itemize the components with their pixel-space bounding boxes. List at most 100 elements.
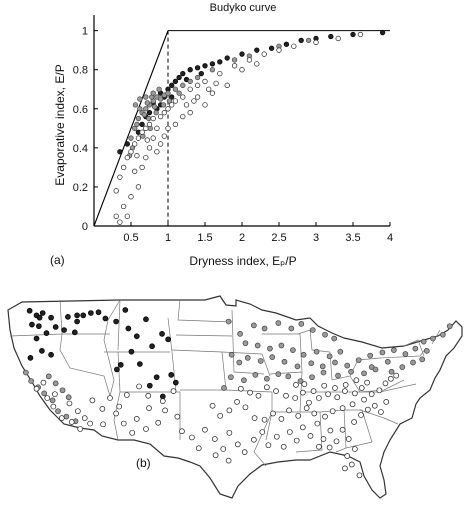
map-site-point xyxy=(342,382,349,388)
map-site-point xyxy=(225,318,232,325)
map-site-point xyxy=(74,318,80,325)
map-site-point xyxy=(332,359,338,366)
map-site-point xyxy=(332,385,338,391)
map-site-point xyxy=(172,379,179,386)
map-site-point xyxy=(342,465,348,472)
map-site-point xyxy=(55,408,61,415)
map-site-point xyxy=(297,378,304,384)
map-site-point xyxy=(77,426,84,432)
map-site-point xyxy=(298,321,305,327)
map-site-point xyxy=(326,353,333,360)
map-site-point xyxy=(309,327,316,333)
map-site-point xyxy=(278,342,285,349)
scatter-point xyxy=(132,168,138,174)
map-site-point xyxy=(333,438,340,445)
map-site-point xyxy=(146,405,152,411)
map-site-point xyxy=(133,333,140,340)
map-site-point xyxy=(348,368,354,375)
map-site-point xyxy=(299,424,306,431)
map-site-point xyxy=(28,378,35,384)
scatter-point xyxy=(283,41,290,47)
map-site-point xyxy=(316,443,322,450)
scatter-point xyxy=(132,125,138,131)
scatter-point xyxy=(276,47,282,53)
map-site-point xyxy=(122,307,129,313)
map-site-point xyxy=(225,457,232,464)
map-site-point xyxy=(393,372,400,379)
map-site-point xyxy=(22,369,29,376)
map-site-point xyxy=(288,325,295,332)
map-site-point xyxy=(368,391,375,398)
scatter-point xyxy=(143,94,149,100)
scatter-point xyxy=(154,125,160,131)
map-site-point xyxy=(402,351,409,357)
map-site-point xyxy=(44,395,51,401)
map-site-point xyxy=(50,403,57,410)
scatter-point xyxy=(120,203,127,210)
scatter-point xyxy=(187,86,193,92)
scatter-point xyxy=(128,194,134,200)
map-site-point xyxy=(325,391,331,398)
scatter-point xyxy=(144,137,150,143)
scatter-point xyxy=(191,98,197,104)
map-site-point xyxy=(226,407,233,414)
scatter-point xyxy=(209,61,216,67)
map-site-point xyxy=(49,397,56,404)
map-site-point xyxy=(379,349,386,356)
scatter-point xyxy=(217,70,223,77)
map-site-point xyxy=(349,401,356,408)
map-site-point xyxy=(275,320,282,326)
map-site-point xyxy=(273,388,279,394)
map-site-point xyxy=(257,358,264,364)
map-site-point xyxy=(292,395,299,401)
scatter-point xyxy=(165,106,171,112)
map-site-point xyxy=(313,348,320,355)
map-site-point xyxy=(251,415,258,421)
x-tick-label: 1 xyxy=(165,232,171,244)
y-tick-label: 0.2 xyxy=(73,182,88,194)
scatter-point xyxy=(146,115,152,122)
scatter-point xyxy=(254,61,260,67)
x-tick-label: 3 xyxy=(313,232,319,244)
scatter-point xyxy=(198,70,204,77)
scatter-point xyxy=(143,154,149,161)
scatter-point xyxy=(157,96,164,102)
map-site-point xyxy=(419,356,426,363)
map-site-point xyxy=(337,348,344,355)
map-site-point xyxy=(376,387,383,394)
scatter-point xyxy=(206,86,212,92)
map-site-point xyxy=(264,375,270,382)
scatter-point xyxy=(113,213,119,219)
map-site-point xyxy=(26,307,33,314)
map-site-point xyxy=(252,372,259,378)
map-site-point xyxy=(307,433,314,439)
map-site-point xyxy=(48,351,54,358)
scatter-point xyxy=(328,33,334,40)
map-site-point xyxy=(80,312,87,319)
scatter-point xyxy=(224,55,230,61)
map-site-point xyxy=(259,429,266,435)
map-site-point xyxy=(293,437,300,444)
scatter-point xyxy=(135,135,142,141)
scatter-point xyxy=(137,96,143,102)
scatter-point xyxy=(139,129,145,135)
map-site-point xyxy=(334,394,341,401)
map-site-point xyxy=(159,331,165,337)
map-site-point xyxy=(420,338,427,345)
map-site-point xyxy=(322,331,328,338)
scatter-point xyxy=(166,98,173,104)
scatter-point xyxy=(169,94,175,100)
map-site-point xyxy=(356,472,363,479)
panel-label-a: (a) xyxy=(50,253,65,267)
map-site-point xyxy=(293,382,299,388)
map-site-point xyxy=(153,374,160,381)
scatter-point xyxy=(156,86,162,92)
scatter-point xyxy=(139,164,145,171)
map-site-point xyxy=(352,446,358,452)
scatter-point xyxy=(194,65,201,71)
map-site-point xyxy=(281,358,288,365)
map-site-point xyxy=(128,348,135,355)
map-site-point xyxy=(117,361,124,368)
map-site-point xyxy=(423,348,430,354)
